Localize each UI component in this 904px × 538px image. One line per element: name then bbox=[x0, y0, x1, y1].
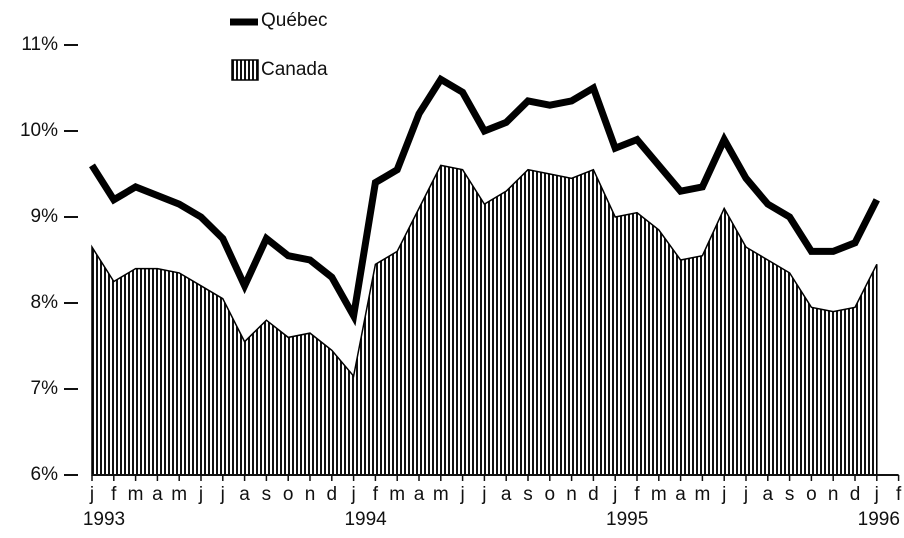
year-label: 1995 bbox=[606, 509, 648, 530]
legend-label: Canada bbox=[261, 59, 328, 80]
x-tick-label: o bbox=[806, 484, 817, 505]
x-tick-label: s bbox=[262, 484, 272, 505]
x-tick-label: m bbox=[433, 484, 449, 505]
x-tick-label: f bbox=[373, 484, 379, 505]
x-tick-label: j bbox=[743, 484, 748, 505]
x-tick-label: j bbox=[350, 484, 355, 505]
quebec-line bbox=[89, 74, 880, 327]
y-tick-label: 10% bbox=[20, 120, 58, 141]
x-tick-label: j bbox=[481, 484, 486, 505]
y-tick-label: 6% bbox=[31, 464, 59, 485]
x-tick-label: m bbox=[694, 484, 710, 505]
x-tick-label: d bbox=[588, 484, 599, 505]
x-tick-label: n bbox=[828, 484, 839, 505]
x-tick-label: j bbox=[89, 484, 94, 505]
x-tick-label: j bbox=[874, 484, 879, 505]
x-tick-label: m bbox=[171, 484, 187, 505]
x-tick-label: a bbox=[414, 484, 425, 505]
x-tick-label: m bbox=[651, 484, 667, 505]
x-tick-label: a bbox=[763, 484, 774, 505]
x-tick-label: d bbox=[850, 484, 861, 505]
x-tick-label: j bbox=[721, 484, 726, 505]
x-tick-label: a bbox=[152, 484, 163, 505]
x-tick-label: a bbox=[501, 484, 512, 505]
x-tick-label: n bbox=[305, 484, 316, 505]
x-tick-label: n bbox=[566, 484, 577, 505]
year-label: 1994 bbox=[344, 509, 387, 530]
x-tick-label: j bbox=[459, 484, 464, 505]
x-tick-label: a bbox=[675, 484, 686, 505]
x-tick-label: j bbox=[198, 484, 203, 505]
x-tick-label: s bbox=[785, 484, 795, 505]
x-tick-label: f bbox=[111, 484, 117, 505]
x-tick-label: f bbox=[634, 484, 640, 505]
legend-label: Québec bbox=[261, 10, 328, 31]
x-tick-label: j bbox=[220, 484, 225, 505]
x-tick-label: d bbox=[327, 484, 338, 505]
y-tick-label: 11% bbox=[21, 34, 58, 55]
x-tick-label: f bbox=[896, 484, 902, 505]
y-tick-label: 8% bbox=[31, 292, 59, 313]
x-tick-label: m bbox=[389, 484, 405, 505]
x-tick-label: o bbox=[283, 484, 294, 505]
x-tick-label: j bbox=[612, 484, 617, 505]
x-tick-label: a bbox=[239, 484, 250, 505]
y-tick-label: 7% bbox=[31, 378, 59, 399]
legend-swatch bbox=[231, 59, 259, 81]
y-tick-label: 9% bbox=[31, 206, 59, 227]
year-label: 1996 bbox=[858, 509, 900, 530]
year-label: 1993 bbox=[83, 509, 125, 530]
x-tick-label: m bbox=[128, 484, 144, 505]
x-tick-label: s bbox=[523, 484, 533, 505]
x-tick-label: o bbox=[545, 484, 556, 505]
canada-area bbox=[91, 164, 878, 476]
